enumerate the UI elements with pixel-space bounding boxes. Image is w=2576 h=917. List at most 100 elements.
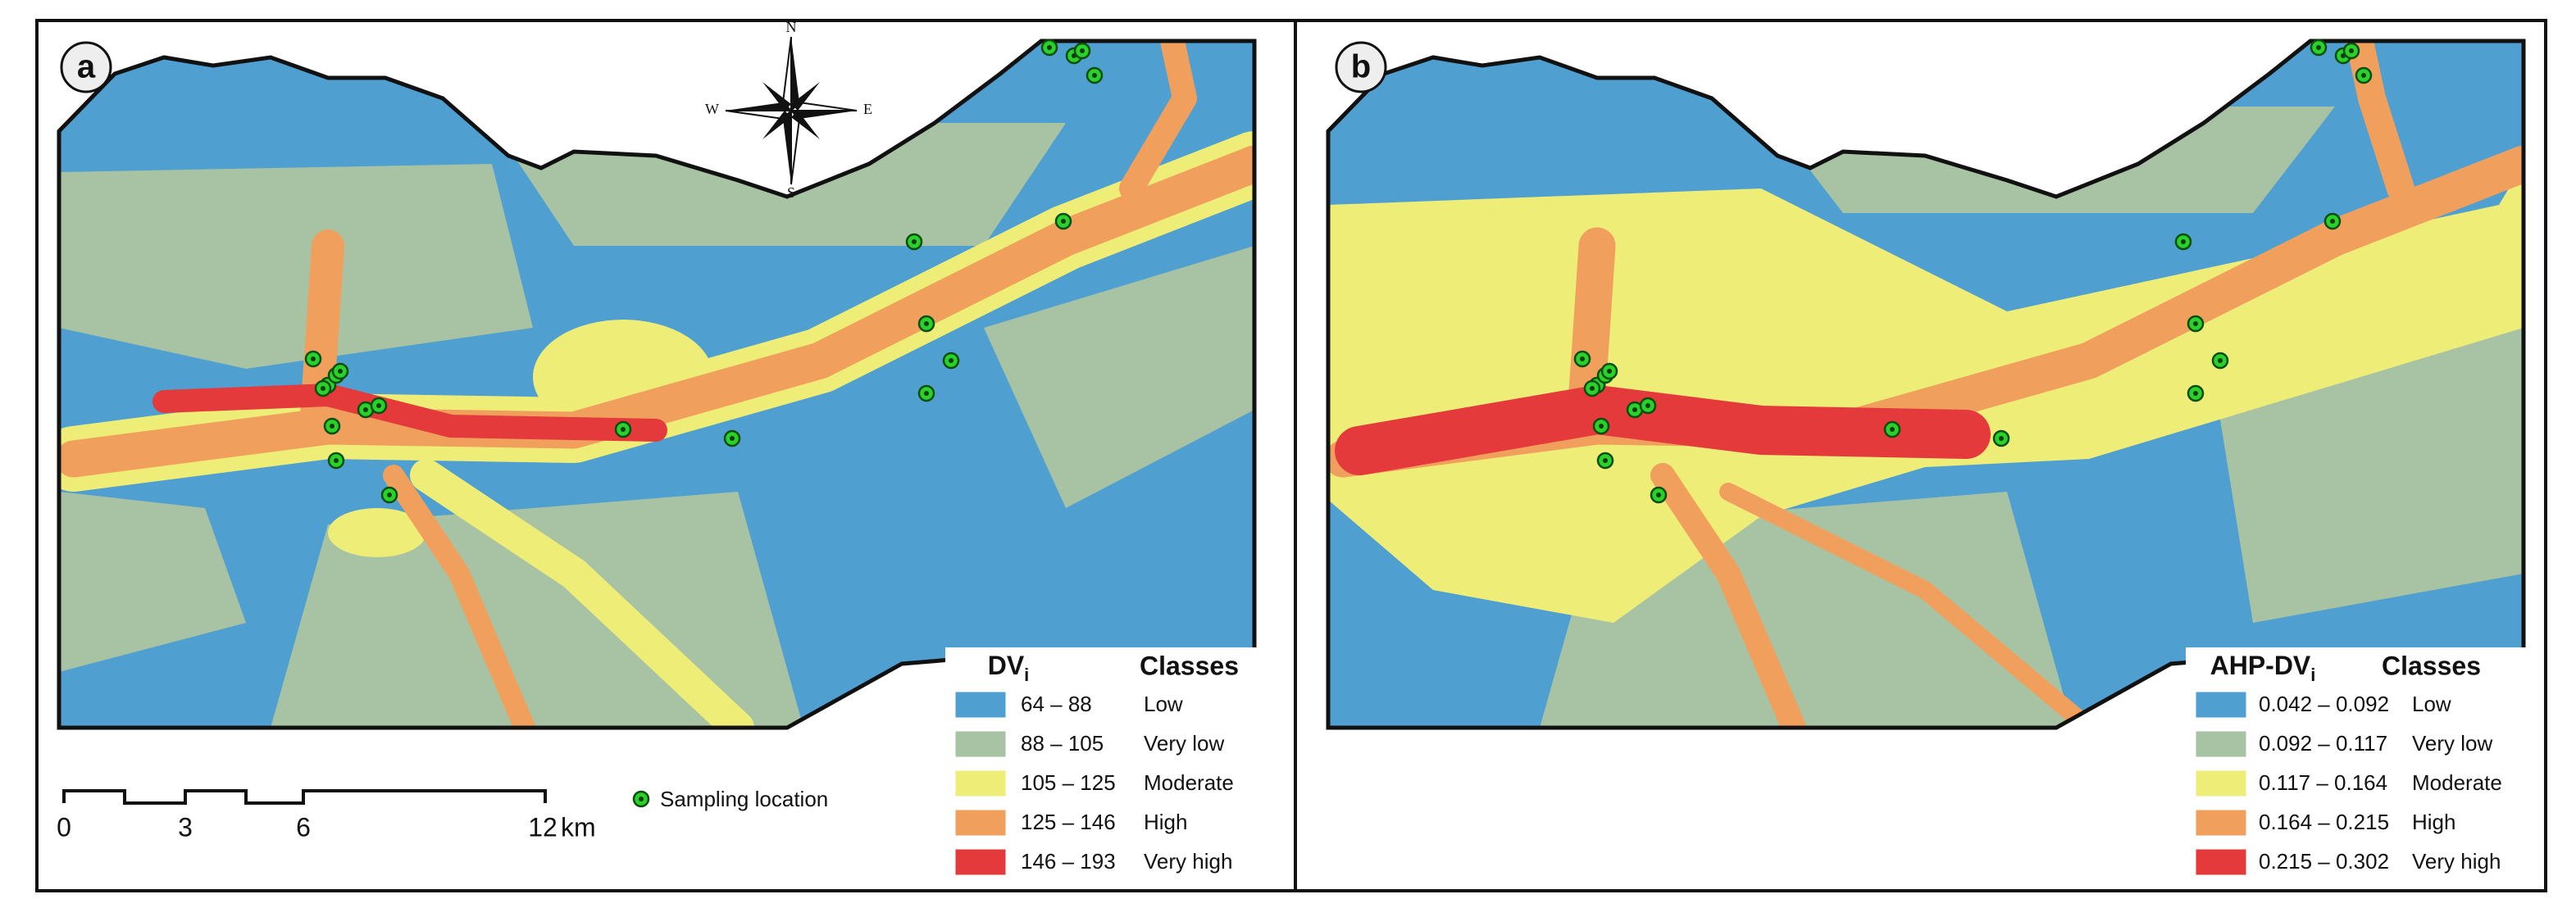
legend-class: Moderate [2412,770,2502,795]
legend-box [2186,647,2533,881]
legend-range: 0.092 – 0.117 [2259,731,2387,756]
sampling-point-center [1656,493,1661,497]
sampling-point-center [1603,458,1608,463]
sampling-point-center [338,369,343,374]
sampling-point-center [949,358,953,363]
legend-swatch [954,730,1007,758]
sampling-point-center [2181,239,2186,244]
sampling-point-center [912,239,917,244]
legend-index-title: DVi [988,651,1030,684]
sampling-point-center [1645,403,1650,408]
sampling-point-center [2349,48,2354,53]
compass-label: E [863,101,872,117]
sampling-point-center [387,493,392,497]
scale-label: 3 [178,812,193,842]
sampling-point-center [1061,219,1066,224]
legend-box [945,647,1263,881]
sampling-point-center [2361,73,2366,78]
sampling-point-center [376,403,381,408]
zone [59,164,533,369]
zone [492,123,1066,246]
sampling-point-center [1607,369,1612,374]
zone [383,465,535,728]
sampling-point-center [1632,407,1637,412]
frame [35,19,2547,892]
sampling-symbol [639,797,644,801]
legend-range: 0.042 – 0.092 [2259,692,2389,716]
legend-swatch [954,691,1007,719]
sampling-point-center [311,356,316,361]
panel-label: b [1351,49,1371,85]
panel-label-badge [1335,41,1387,93]
zone [1119,41,1197,201]
scale-label: 12 [528,812,558,842]
legend-class: High [1144,810,1187,834]
legend-class: Very high [1144,849,1232,874]
legend-swatch [954,769,1007,797]
legend-swatch [2195,730,2247,758]
sampling-point-center [1599,424,1604,429]
zone [1650,463,1806,728]
sampling-point-center [321,386,325,391]
scale-label: 6 [296,812,311,842]
sampling-point-center [730,436,735,441]
sampling-point-center [1580,356,1585,361]
legend-classes-title: Classes [1140,651,1239,680]
legend-classes-title: Classes [2382,651,2481,680]
scale-bar: 0 3 6 12 km [57,789,596,842]
compass-label: N [786,19,797,35]
sampling-point-center [2218,358,2223,363]
scale-unit: km [561,812,596,842]
legend-range: 146 – 193 [1021,849,1116,874]
map [59,41,1254,728]
legend-index-title: AHP-DVi [2210,651,2316,684]
zone [152,384,667,442]
legend-range: 105 – 125 [1021,770,1116,795]
sampling-point-center [330,424,335,429]
legend-index-name: AHP-DV [2210,651,2311,680]
panel-label-badge [60,41,112,93]
legend-class: Very low [1144,731,1224,756]
map [1328,41,2524,728]
legend-swatch [2195,691,2247,719]
sampling-point-center [1999,436,2004,441]
sampling-point-center [2330,219,2335,224]
zone [984,246,1254,508]
legend-range: 0.117 – 0.164 [2259,770,2387,795]
legend-class: Very high [2412,849,2501,874]
legend-range: 125 – 146 [1021,810,1116,834]
panel-label: a [77,49,96,85]
legend-range: 64 – 88 [1021,692,1092,716]
legend-index-subscript: i [2310,665,2315,685]
sampling-point-center [334,458,339,463]
legend-swatch [2195,848,2247,876]
legend-range: 88 – 105 [1021,731,1104,756]
legend-class: High [2412,810,2455,834]
sampling-point-center [1890,427,1895,432]
compass-label: W [705,101,719,117]
sampling-point-center [2316,45,2321,50]
sampling-point-center [1092,73,1097,78]
sampling-point-center [2193,391,2198,396]
legend-swatch [954,848,1007,876]
legend-index-subscript: i [1024,665,1029,685]
sampling-point-center [1080,48,1085,53]
zone [1335,385,1991,475]
legend-class: Low [2412,692,2451,716]
map-panel [57,39,1257,730]
legend-range: 0.215 – 0.302 [2259,849,2389,874]
scale-label: 0 [57,812,71,842]
compass-label: S [787,184,795,201]
sampling-legend: Sampling location [660,787,828,811]
legend-index-name: DV [988,651,1025,680]
sampling-point-center [924,391,929,396]
sampling-points [304,39,1104,504]
zone [328,508,426,557]
map-panel [1326,39,2526,730]
zone [1761,107,2335,213]
sampling-points [1573,39,2373,504]
sampling-point-center [2193,321,2198,326]
